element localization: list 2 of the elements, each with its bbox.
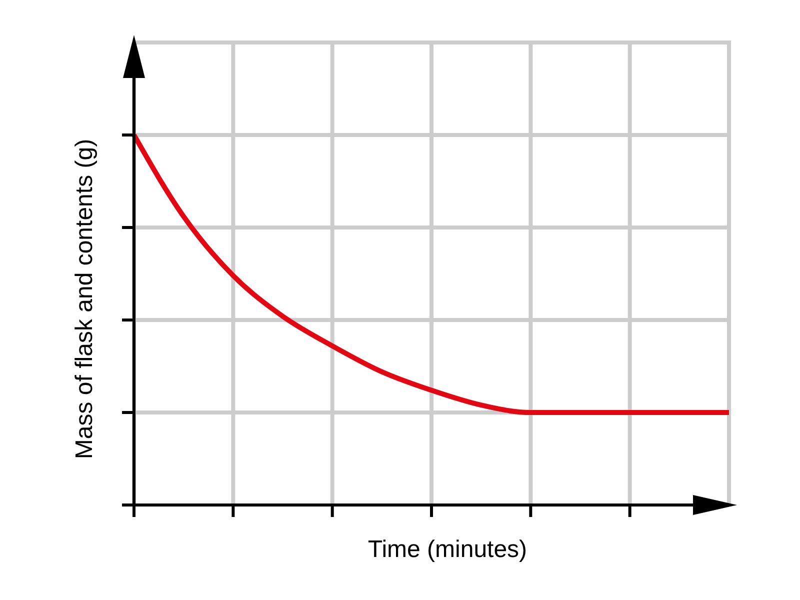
y-axis-title: Mass of flask and contents (g) (71, 138, 98, 460)
x-axis-title: Time (minutes) (368, 536, 528, 563)
